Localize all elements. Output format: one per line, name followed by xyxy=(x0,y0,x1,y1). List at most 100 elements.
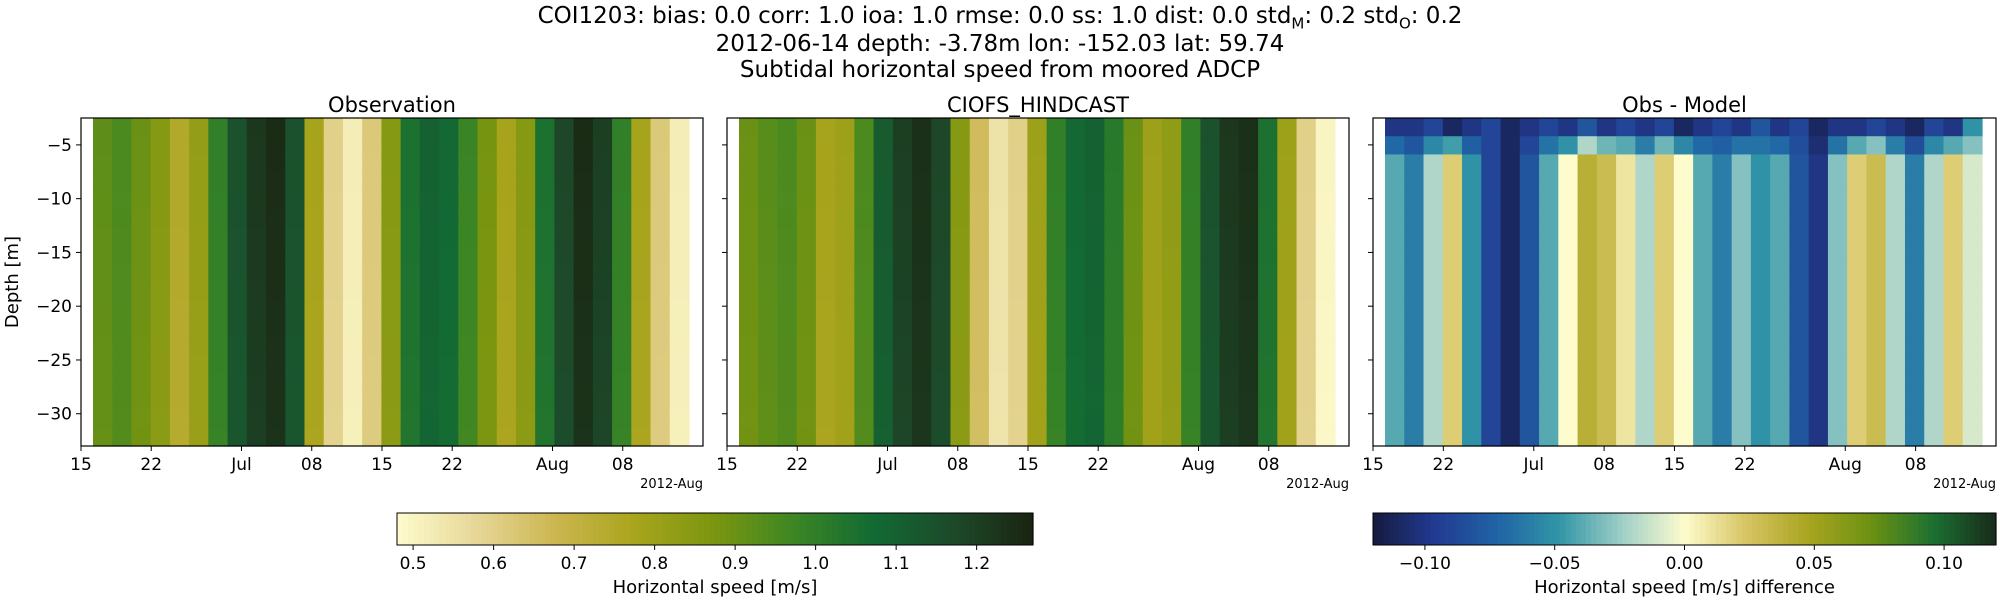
heatmap-cell xyxy=(835,245,855,265)
colorbar-segment xyxy=(640,513,647,545)
heatmap-cell xyxy=(1442,172,1463,192)
heatmap-cell xyxy=(988,209,1009,228)
heatmap-cell xyxy=(1673,391,1694,411)
colorbar-segment xyxy=(974,513,981,545)
heatmap-cell xyxy=(112,282,133,301)
heatmap-cell xyxy=(1770,245,1791,265)
heatmap-cell xyxy=(169,263,190,283)
heatmap-cell xyxy=(1904,172,1925,192)
heatmap-cell xyxy=(1277,209,1298,228)
heatmap-cell xyxy=(1654,300,1675,320)
heatmap-cell xyxy=(285,263,306,283)
heatmap-cell xyxy=(1142,318,1163,338)
heatmap-cell xyxy=(835,172,855,192)
colorbar-segment xyxy=(518,513,525,545)
heatmap-cell xyxy=(1085,154,1105,174)
heatmap-cell xyxy=(477,154,498,174)
heatmap-cell xyxy=(1462,136,1482,156)
heatmap-cell xyxy=(631,354,652,374)
heatmap-cell xyxy=(419,209,440,228)
heatmap-cell xyxy=(1219,245,1240,265)
heatmap-cell xyxy=(1104,263,1125,283)
colorbar-segment xyxy=(1819,513,1826,545)
heatmap-cell xyxy=(189,336,209,356)
heatmap-cell xyxy=(1539,336,1559,356)
colorbar-segment xyxy=(635,513,642,545)
heatmap-cell xyxy=(304,427,325,447)
colorbar-segment xyxy=(1497,513,1504,545)
heatmap-cell xyxy=(1731,154,1752,174)
colorbar-segment xyxy=(1751,513,1758,545)
heatmap-cell xyxy=(419,300,440,320)
heatmap-cells xyxy=(739,118,1336,447)
heatmap-cell xyxy=(1654,136,1675,156)
x-tick-label: 15 xyxy=(70,455,92,475)
colorbar-segment xyxy=(1001,513,1008,545)
heatmap-cell xyxy=(1770,136,1791,156)
heatmap-cell xyxy=(1008,282,1028,301)
heatmap-cell xyxy=(1065,427,1086,447)
heatmap-cell xyxy=(477,336,498,356)
heatmap-cell xyxy=(969,318,990,338)
heatmap-cell xyxy=(777,300,798,320)
heatmap-cell xyxy=(1200,300,1221,320)
heatmap-cell xyxy=(758,354,779,374)
heatmap-cell xyxy=(1046,118,1067,137)
heatmap-cell xyxy=(496,136,517,156)
heatmap-cell xyxy=(1315,227,1336,247)
heatmap-cell xyxy=(1885,391,1906,411)
heatmap-cell xyxy=(1885,227,1906,247)
heatmap-cell xyxy=(535,227,556,247)
colorbar-tick-label: 1.0 xyxy=(802,554,829,574)
heatmap-cell xyxy=(1442,190,1463,210)
heatmap-cell xyxy=(1943,190,1964,210)
heatmap-cell xyxy=(1296,172,1317,192)
colorbar-segment xyxy=(1736,513,1743,545)
heatmap-cell xyxy=(950,136,971,156)
heatmap-cell xyxy=(988,391,1009,411)
heatmap-cell xyxy=(93,391,113,411)
heatmap-cell xyxy=(477,409,498,429)
heatmap-cell xyxy=(477,136,498,156)
colorbar-segment xyxy=(1575,513,1582,545)
heatmap-cell xyxy=(988,263,1009,283)
heatmap-cell xyxy=(1616,227,1636,247)
heatmap-cell xyxy=(892,282,913,301)
heatmap-cell xyxy=(1181,118,1202,137)
heatmap-cell xyxy=(1731,227,1752,247)
colorbar-segment xyxy=(1881,513,1888,545)
heatmap-cell xyxy=(1123,373,1144,392)
heatmap-cell xyxy=(1904,209,1925,228)
heatmap-cell xyxy=(1442,318,1463,338)
heatmap-cell xyxy=(1770,427,1791,447)
heatmap-cell xyxy=(1219,354,1240,374)
heatmap-cell xyxy=(1519,209,1540,228)
heatmap-cell xyxy=(1085,227,1105,247)
heatmap-cell xyxy=(1046,227,1067,247)
heatmap-cell xyxy=(631,282,652,301)
heatmap-cell xyxy=(1065,354,1086,374)
heatmap-cell xyxy=(285,118,306,137)
heatmap-cell xyxy=(1673,373,1694,392)
heatmap-cell xyxy=(1770,190,1791,210)
heatmap-cell xyxy=(227,172,248,192)
heatmap-cell xyxy=(592,391,613,411)
heatmap-cell xyxy=(1962,409,1983,429)
heatmap-cell xyxy=(969,136,990,156)
colorbar-segment xyxy=(455,513,462,545)
heatmap-cell xyxy=(1462,427,1482,447)
heatmap-cell xyxy=(266,172,286,192)
heatmap-cell xyxy=(1200,190,1221,210)
heatmap-cell xyxy=(1596,136,1617,156)
heatmap-cell xyxy=(1558,209,1579,228)
colorbar-segment xyxy=(1746,513,1753,545)
heatmap-cell xyxy=(1085,245,1105,265)
heatmap-cell xyxy=(1519,172,1540,192)
heatmap-cell xyxy=(1885,427,1906,447)
heatmap-cell xyxy=(304,209,325,228)
heatmap-cell xyxy=(496,409,517,429)
heatmap-cell xyxy=(1924,373,1945,392)
heatmap-cell xyxy=(112,263,133,283)
heatmap-cell xyxy=(1654,263,1675,283)
colorbar-segment xyxy=(1897,513,1904,545)
